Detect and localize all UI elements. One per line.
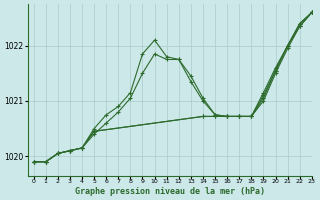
X-axis label: Graphe pression niveau de la mer (hPa): Graphe pression niveau de la mer (hPa) xyxy=(75,187,265,196)
